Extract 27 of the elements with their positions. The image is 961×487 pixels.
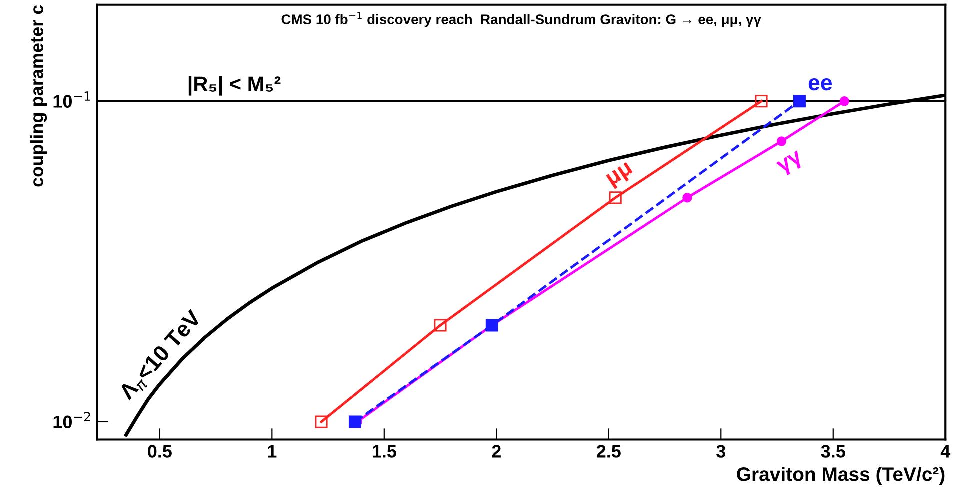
y-tick-label: 10$^{−2}$ [54,412,90,429]
point [434,319,447,332]
point [682,193,692,203]
x-tick-label: 1 [268,445,277,458]
point [755,95,768,108]
point [776,136,787,146]
x-tick-label: 2.5 [596,445,621,458]
series-label: ee [808,78,832,91]
point [315,416,328,428]
point [793,95,806,108]
text: γγ [776,150,806,178]
y-axis-title: coupling parameter c [30,5,48,187]
x-axis-title: Graviton Mass (TeV/c²) [737,467,945,486]
x-tick-label: 1.5 [372,445,396,458]
text: CMS 10 fb$^{−1}$ discovery reach Randall-Sundrum Graviton: G → ee, μμ, γγ [282,12,762,28]
x-tick-label: 4 [940,445,951,458]
point [609,192,622,204]
ref-line-label: |R₅| < M₅² [188,76,281,96]
y-tick-label: 10$^{−1}$ [54,92,90,108]
text: μμ [606,162,636,190]
point [348,416,362,428]
text: Λ$_{π}$<10 TeV [118,308,206,404]
point [840,96,850,106]
x-tick-label: 3 [716,445,726,458]
x-tick-label: 2 [492,445,501,458]
x-tick-label: 0.5 [148,445,172,458]
x-tick-label: 3.5 [821,445,846,458]
